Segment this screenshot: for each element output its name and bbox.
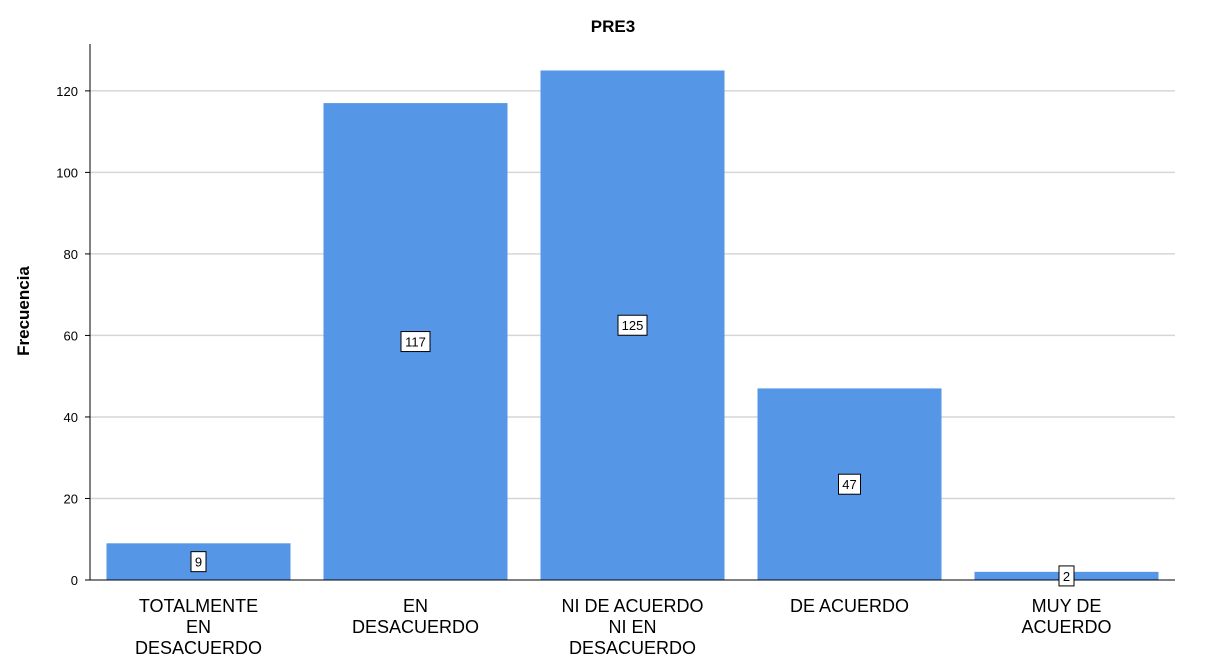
x-tick-label: DESACUERDO [352, 617, 479, 637]
x-tick-label: DESACUERDO [569, 638, 696, 658]
data-label-box [400, 331, 431, 353]
x-tick-label: DE ACUERDO [790, 596, 909, 616]
data-label-box [190, 551, 207, 573]
axes [85, 44, 1175, 581]
data-label: 2 [1063, 569, 1070, 584]
y-tick-label: 80 [64, 247, 78, 262]
data-label-box [1058, 565, 1075, 587]
y-tick-label: 40 [64, 410, 78, 425]
y-tick-label: 100 [56, 165, 78, 180]
x-tick-label: EN [403, 596, 428, 616]
data-label-box [617, 314, 648, 336]
x-tick-label: DESACUERDO [135, 638, 262, 658]
x-tick-label: MUY DE [1032, 596, 1102, 616]
y-tick-label: 60 [64, 328, 78, 343]
chart-title: PRE3 [591, 17, 635, 36]
data-label-box [838, 473, 861, 495]
y-tick-label: 0 [71, 573, 78, 588]
y-tick-labels: 0 20 40 60 80 100 120 [56, 84, 78, 588]
data-label: 117 [405, 335, 426, 350]
data-labels: 9 117 125 47 2 [190, 314, 1075, 587]
y-tick-label: 120 [56, 84, 78, 99]
data-label: 9 [195, 555, 202, 570]
x-tick-label: NI DE ACUERDO [561, 596, 703, 616]
data-label: 47 [842, 477, 856, 492]
x-tick-label: ACUERDO [1021, 617, 1111, 637]
y-tick-label: 20 [64, 491, 78, 506]
data-label: 125 [622, 318, 644, 333]
x-tick-label: NI EN [608, 617, 656, 637]
x-tick-label: EN [186, 617, 211, 637]
x-tick-label: TOTALMENTE [139, 596, 258, 616]
y-axis-label: Frecuencia [14, 266, 33, 356]
